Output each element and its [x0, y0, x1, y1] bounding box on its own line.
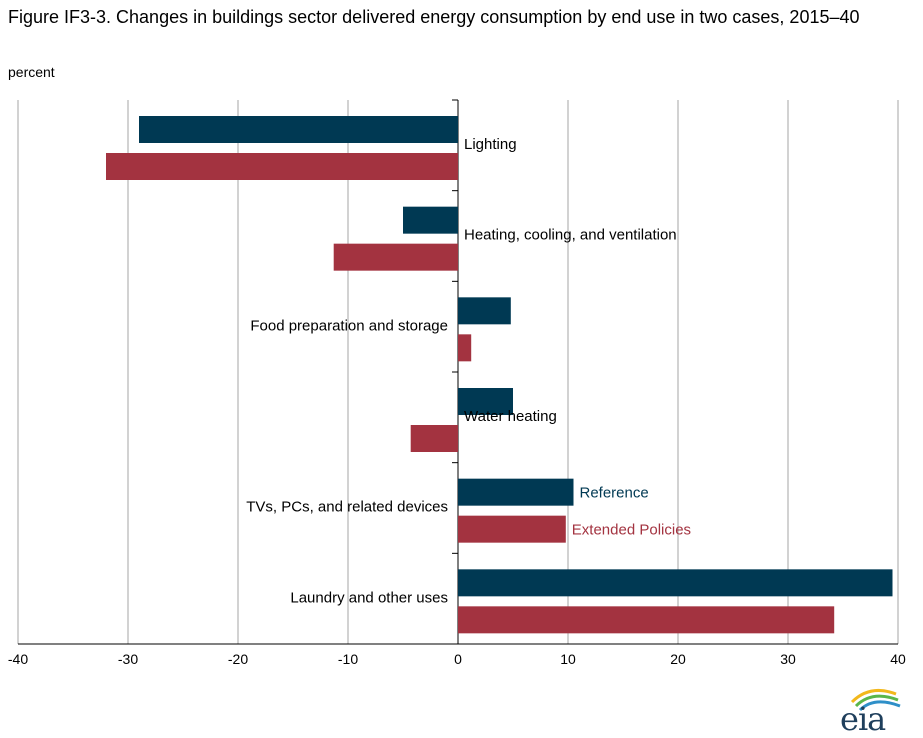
x-tick-label: -20 — [228, 651, 248, 667]
eia-logo-icon — [850, 688, 901, 712]
category-label: Lighting — [464, 136, 517, 153]
legend-extended-policies: Extended Policies — [572, 522, 691, 539]
x-tick-label: 40 — [890, 651, 906, 667]
x-tick-label: 20 — [670, 651, 686, 667]
bar-reference — [458, 297, 511, 325]
bar-reference — [403, 206, 458, 234]
bar-extended-policies — [333, 243, 458, 271]
x-tick-label: 30 — [780, 651, 796, 667]
axis-unit-label: percent — [8, 64, 55, 80]
legend-reference: Reference — [580, 485, 649, 502]
bar-reference — [139, 116, 458, 143]
category-label: Food preparation and storage — [250, 317, 448, 334]
bar-extended-policies — [106, 153, 458, 180]
bar-extended-policies — [458, 334, 472, 362]
x-tick-label: -30 — [118, 651, 138, 667]
category-label: TVs, PCs, and related devices — [246, 499, 448, 516]
bar-reference — [458, 388, 513, 415]
x-tick-label: -10 — [338, 651, 358, 667]
bar-reference — [458, 569, 893, 597]
bar-extended-policies — [458, 515, 566, 543]
bar-extended-policies — [410, 425, 458, 452]
bar-reference — [458, 478, 574, 506]
x-tick-label: 0 — [454, 651, 462, 667]
chart-title: Figure IF3-3. Changes in buildings secto… — [8, 7, 860, 27]
category-label: Heating, cooling, and ventilation — [464, 227, 677, 244]
x-tick-label: 10 — [560, 651, 576, 667]
x-tick-label: -40 — [8, 651, 28, 667]
category-label: Laundry and other uses — [290, 589, 448, 606]
category-label: Water heating — [464, 408, 557, 425]
bar-extended-policies — [458, 606, 835, 634]
eia-logo-text: eia — [840, 700, 886, 738]
